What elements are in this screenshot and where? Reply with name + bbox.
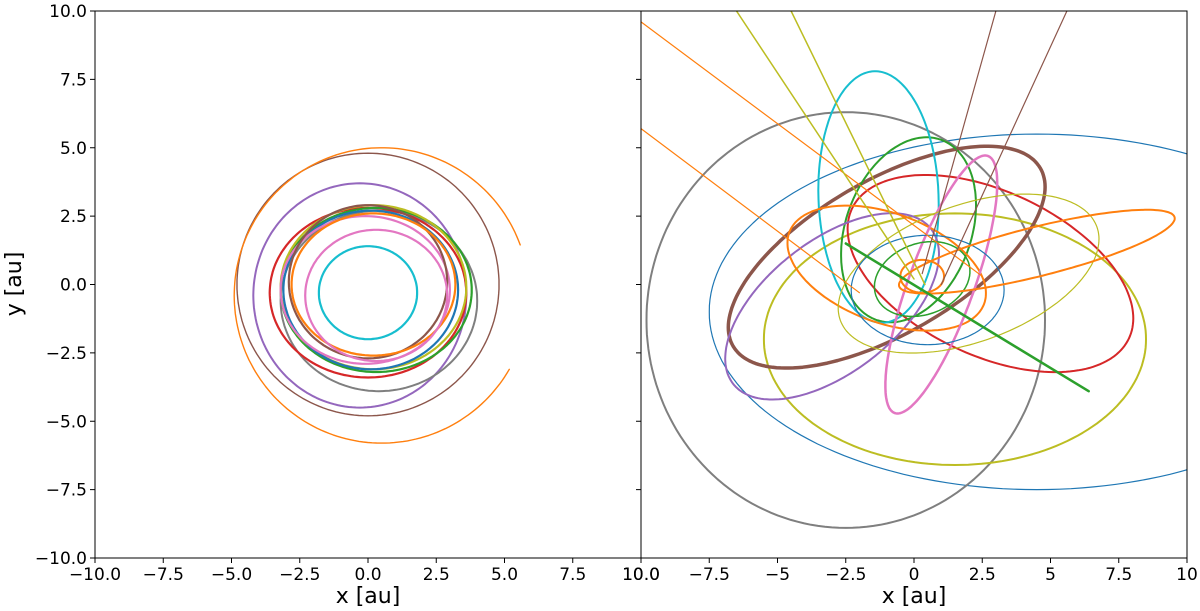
right-x-tick-label: 0 <box>909 565 920 585</box>
left-x-tick-label: −2.5 <box>279 565 320 585</box>
left-x-tick-label: 5.0 <box>491 565 518 585</box>
left-x-tick-label: 7.5 <box>559 565 586 585</box>
right-x-tick-label: 2.5 <box>969 565 996 585</box>
left-y-tick-label: 5.0 <box>60 139 87 159</box>
left-y-tick-label: −7.5 <box>46 481 87 501</box>
right-orbit-19 <box>940 11 1068 286</box>
right-orbit-7 <box>724 212 940 401</box>
left-x-tick-label: −5.0 <box>211 565 252 585</box>
left-y-axis-label: y [au] <box>2 252 27 317</box>
left-orbit-4 <box>268 206 468 379</box>
right-orbit-11 <box>850 234 1005 346</box>
left-orbit-7 <box>282 209 460 371</box>
left-orbit-12 <box>317 245 419 341</box>
right-orbit-9 <box>884 154 999 415</box>
left-orbit-curves <box>233 147 521 444</box>
right-panel: 10.0 −7.5 −5 −2.5 0 2.5 5 7.5 10 x [au] <box>622 10 1198 609</box>
left-y-tick-label: 7.5 <box>60 70 87 90</box>
left-plot-frame <box>94 10 642 559</box>
right-orbit-14 <box>898 208 1176 295</box>
right-orbit-18 <box>921 11 997 275</box>
left-y-tick-label: 2.5 <box>60 207 87 227</box>
left-orbit-11 <box>304 228 449 363</box>
left-orbit-10 <box>290 212 457 357</box>
left-x-tick-label: −7.5 <box>143 565 184 585</box>
left-y-tick-label: −2.5 <box>46 344 87 364</box>
right-orbit-10 <box>837 193 1100 354</box>
right-x-axis-label: x [au] <box>882 584 947 609</box>
right-orbit-curves <box>641 11 1187 529</box>
right-orbit-12 <box>873 240 971 318</box>
left-orbit-0 <box>236 152 500 417</box>
left-panel: −10.0 −7.5 −5.0 −2.5 0.0 2.5 5.0 7.5 10.0 −10.0−… <box>2 2 660 609</box>
left-x-tick-label: 2.5 <box>423 565 450 585</box>
left-x-axis-label: x [au] <box>336 584 401 609</box>
left-x-tick-label: 10.0 <box>622 565 660 585</box>
left-orbit-2 <box>252 182 468 409</box>
right-x-tick-label: 5 <box>1045 565 1056 585</box>
right-orbit-17 <box>641 128 860 294</box>
left-x-tick-label: 0.0 <box>354 565 381 585</box>
right-x-tick-label: 10.0 <box>622 565 660 585</box>
left-y-ticks: −10.0 −7.5 −5.0 −2.5 0.0 2.5 5.0 7.5 10.0 <box>35 2 95 569</box>
left-x-ticks: −10.0 −7.5 −5.0 −2.5 0.0 2.5 5.0 7.5 10.0 <box>69 558 660 585</box>
right-x-tick-label: −7.5 <box>689 565 730 585</box>
right-x-tick-label: 7.5 <box>1105 565 1132 585</box>
right-orbit-8 <box>786 204 987 332</box>
left-y-tick-label: 0.0 <box>60 276 87 296</box>
left-x-tick-label: −10.0 <box>69 565 121 585</box>
right-orbit-20 <box>735 11 915 280</box>
left-y-tick-label: −5.0 <box>46 412 87 432</box>
right-y-ticks <box>636 10 641 559</box>
right-orbit-3 <box>846 174 1135 374</box>
right-orbit-5 <box>840 136 977 324</box>
right-x-tick-label: −5 <box>765 565 790 585</box>
right-orbit-4 <box>726 144 1047 370</box>
left-orbit-1 <box>233 147 521 444</box>
right-orbit-16 <box>641 21 983 277</box>
right-orbit-6 <box>817 70 940 324</box>
left-y-tick-label: −10.0 <box>35 549 87 569</box>
right-orbit-2 <box>762 212 1147 466</box>
right-orbit-1 <box>645 111 1046 529</box>
right-x-tick-label: 10 <box>1176 565 1198 585</box>
left-y-tick-label: 10.0 <box>49 2 87 22</box>
right-orbit-15 <box>844 242 1090 393</box>
right-x-tick-label: −2.5 <box>825 565 866 585</box>
right-x-ticks: 10.0 −7.5 −5 −2.5 0 2.5 5 7.5 10 <box>622 558 1198 585</box>
right-orbit-0 <box>708 133 1187 491</box>
right-orbit-21 <box>790 11 926 286</box>
